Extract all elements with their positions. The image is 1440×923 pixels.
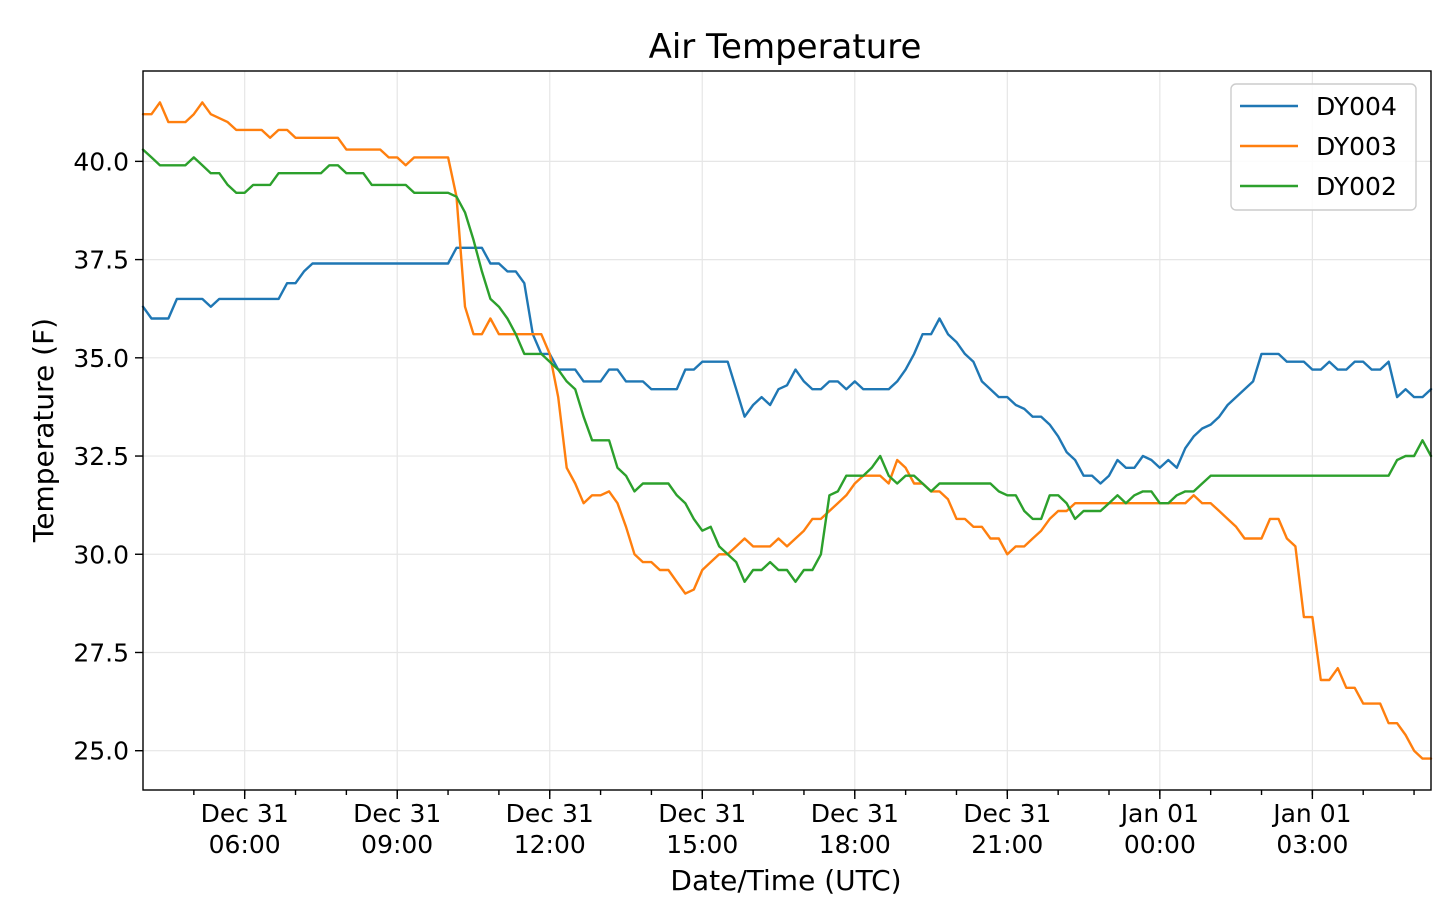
x-tick-label: Dec 31	[201, 799, 289, 828]
legend-box	[1230, 83, 1417, 211]
series-line-dy002	[141, 148, 1433, 583]
legend: DY004 DY003 DY002	[1230, 83, 1417, 211]
x-tick-label: 12:00	[514, 830, 586, 859]
x-axis-label: Date/Time (UTC)	[670, 864, 901, 897]
y-axis-label: Temperature (F)	[27, 318, 60, 543]
y-tick-label: 32.5	[73, 442, 129, 471]
x-tick-label: Dec 31	[658, 799, 746, 828]
x-tick-label: Jan 01	[1119, 799, 1199, 828]
x-tick-label: Dec 31	[811, 799, 899, 828]
y-tick-label: 27.5	[73, 638, 129, 667]
x-tick-label: 09:00	[361, 830, 433, 859]
y-tick-label: 30.0	[73, 540, 129, 569]
y-tick-label: 25.0	[73, 737, 129, 766]
legend-label-dy003: DY003	[1316, 132, 1397, 161]
y-tick-label: 35.0	[73, 344, 129, 373]
x-tick-label: Dec 31	[506, 799, 594, 828]
grid	[143, 71, 1431, 790]
y-axis: 25.0 27.5 30.0 32.5 35.0 37.5 40.0	[73, 147, 143, 766]
legend-label-dy004: DY004	[1316, 92, 1397, 121]
plot-frame	[142, 70, 1432, 791]
x-tick-label: 03:00	[1276, 830, 1348, 859]
series-line-dy003	[141, 101, 1433, 760]
x-tick-label: 06:00	[209, 830, 281, 859]
x-tick-label: Dec 31	[963, 799, 1051, 828]
x-tick-label: 21:00	[971, 830, 1043, 859]
x-tick-label: Jan 01	[1271, 799, 1351, 828]
series-line-dy004	[141, 246, 1433, 485]
x-tick-label: 15:00	[666, 830, 738, 859]
x-tick-label: Dec 31	[353, 799, 441, 828]
y-tick-label: 40.0	[73, 147, 129, 176]
x-tick-label: 00:00	[1124, 830, 1196, 859]
y-tick-label: 37.5	[73, 246, 129, 275]
chart-title: Air Temperature	[649, 27, 922, 67]
x-tick-label: 18:00	[819, 830, 891, 859]
series-group	[141, 101, 1433, 760]
legend-label-dy002: DY002	[1316, 172, 1397, 201]
